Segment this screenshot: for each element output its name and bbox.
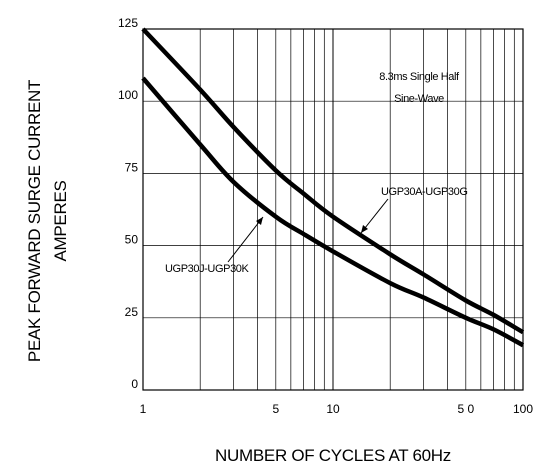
y-tick-label: 75 [125,160,139,174]
series-line-ugp30a-ugp30g [141,27,525,335]
x-tick-label: 5 [272,402,279,416]
grid [143,29,523,390]
y-axis-title-line-2: AMPERES [51,180,70,261]
y-axis-title-line-1: PEAK FORWARD SURGE CURRENT [25,80,44,362]
y-tick-label: 50 [125,233,139,247]
arrowhead-ugp30a [361,225,368,233]
x-axis-title: NUMBER OF CYCLES AT 60Hz [215,446,451,465]
arrow-ugp30j [227,216,264,263]
annotation-line-2: Sine-Wave [394,93,444,105]
x-tick-label: 100 [513,402,533,416]
annotation-line-1: 8.3ms Single Half [379,71,460,83]
y-tick-label: 100 [118,88,138,102]
series-label-ugp30a: UGP30A-UGP30G [381,186,468,198]
y-tick-label: 125 [118,16,138,30]
series-lines [141,27,525,348]
plot-frame [142,28,524,391]
x-tick-label: 1 [140,402,147,416]
y-tick-label: 0 [131,377,138,391]
y-tick-label: 25 [125,305,139,319]
arrowhead-ugp30j [256,217,263,225]
x-tick-label: 5 0 [457,402,474,416]
x-tick-label: 10 [326,402,340,416]
series-label-ugp30j: UGP30J-UGP30K [165,263,250,275]
series-line-ugp30j-ugp30k [141,76,525,348]
